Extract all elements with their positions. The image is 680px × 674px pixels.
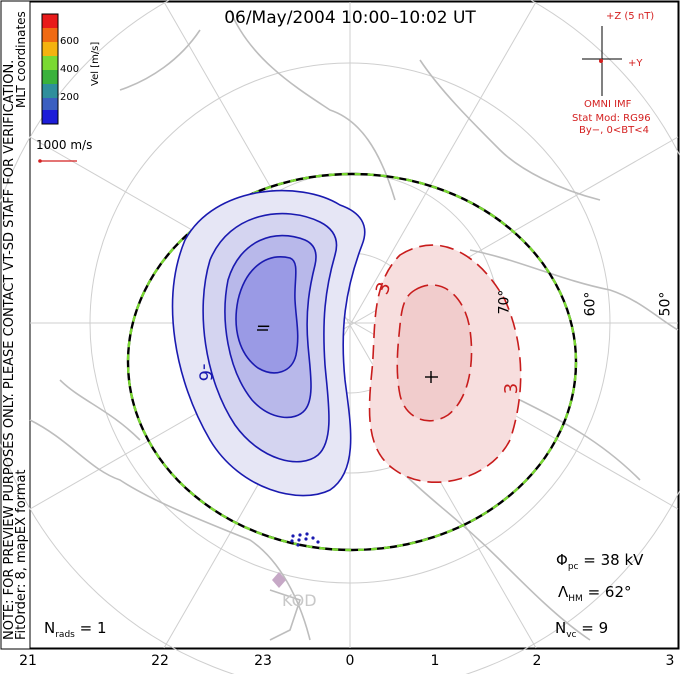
- coastlines: [29, 9, 679, 641]
- phi-pc-value: = 38 kV: [583, 551, 644, 569]
- dusk-cell-sign: −: [256, 316, 272, 337]
- radar-footprint: [290, 532, 320, 547]
- imf-z-label: +Z (5 nT): [606, 11, 655, 22]
- mlt-tick-0: 0: [345, 653, 355, 669]
- lat-label-50: 50°: [657, 291, 674, 317]
- lat-label-60: 60°: [582, 291, 599, 317]
- plot-title: 06/May/2004 10:00–10:02 UT: [224, 8, 476, 28]
- vector-scale-label: 1000 m/s: [36, 138, 93, 152]
- lat-label-70: 70°: [496, 289, 513, 315]
- colorbar-tick-200: 200: [60, 92, 80, 103]
- imf-y-label: +Y: [628, 58, 643, 69]
- vector-count: Nvc = 9: [555, 619, 609, 640]
- mlt-tick-3: 3: [665, 653, 675, 669]
- n-vc-value: = 9: [581, 619, 609, 637]
- colorbar-tick-600: 600: [60, 36, 80, 47]
- dawn-contour-label-lower: 3: [501, 382, 523, 395]
- coordinate-system-label: MLT coordinates: [14, 11, 28, 108]
- fit-order-note: FitOrder: 8, mapEX format: [14, 469, 29, 640]
- cross-polar-cap-potential: Φpc = 38 kV: [556, 551, 644, 572]
- mlt-tick-1: 1: [430, 653, 440, 669]
- dusk-contour-label: -6: [194, 363, 216, 382]
- kod-station-icon: [272, 572, 286, 588]
- imf-vector-dot: [599, 59, 603, 63]
- colorbar-tick-400: 400: [60, 64, 80, 75]
- radar-count: Nrads = 1: [44, 619, 107, 640]
- colorbar: [41, 13, 59, 125]
- panel-border: [0, 0, 680, 650]
- colorbar-label: Vel [m/s]: [90, 41, 101, 86]
- hm-latitude: ΛHM = 62°: [558, 583, 632, 604]
- dusk-convection-cell: [171, 189, 366, 497]
- station-label: KOD: [282, 591, 317, 610]
- dawn-convection-cell: [368, 244, 522, 483]
- imf-stat-model: Stat Mod: RG96: [572, 113, 651, 124]
- vector-scale-dot: [38, 159, 42, 163]
- mlt-tick-21: 21: [19, 653, 37, 669]
- mlt-tick-22: 22: [151, 653, 169, 669]
- hm-boundary-dash: [126, 172, 578, 552]
- plot-frame: [29, 1, 679, 649]
- dawn-maximum-marker: [425, 371, 438, 383]
- mlt-grid: [29, 1, 679, 649]
- lambda-hm-value: = 62°: [587, 583, 632, 601]
- imf-condition: By−, 0<BT<4: [579, 125, 649, 136]
- mlt-tick-23: 23: [254, 653, 272, 669]
- mlt-tick-2: 2: [532, 653, 542, 669]
- n-rads-value: = 1: [79, 619, 107, 637]
- imf-source: OMNI IMF: [584, 99, 632, 110]
